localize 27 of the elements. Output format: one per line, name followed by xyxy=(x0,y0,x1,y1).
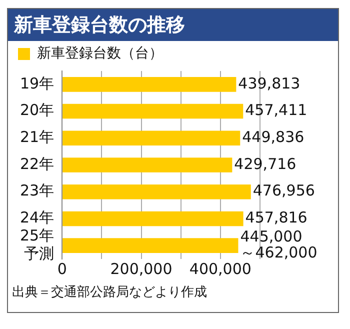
y-tick-label: 24年 xyxy=(20,208,54,227)
y-tick-label: 21年 xyxy=(20,128,54,146)
bar xyxy=(62,238,238,253)
bar xyxy=(62,158,232,172)
x-tick-label: 0 xyxy=(57,260,67,278)
bar xyxy=(62,211,244,226)
y-tick-label: 19年 xyxy=(20,74,54,92)
bar xyxy=(62,184,251,200)
bar xyxy=(62,130,240,146)
source-note: 出典＝交通部公路局などより作成 xyxy=(11,284,208,302)
data-label: 445,000 ～462,000 xyxy=(240,227,318,262)
y-tick-label: 20年 xyxy=(20,101,54,120)
x-tick-label: 200,000 xyxy=(110,260,172,278)
bar xyxy=(62,77,236,92)
y-tick-label: 25年予測 xyxy=(20,226,54,262)
y-tick-label: 22年 xyxy=(20,154,54,173)
data-label: 439,813 xyxy=(238,74,300,92)
data-label: 457,411 xyxy=(245,101,308,120)
y-tick-label: 23年 xyxy=(20,182,54,200)
chart-title: 新車登録台数の推移 xyxy=(8,9,338,41)
legend-label: 新車登録台数（台） xyxy=(37,46,163,62)
data-label: 449,836 xyxy=(242,128,304,146)
data-label: 457,816 xyxy=(245,208,308,227)
data-label: 429,716 xyxy=(234,154,296,173)
bar xyxy=(62,104,244,119)
data-label: 476,956 xyxy=(252,182,315,200)
x-tick-label: 400,000 xyxy=(189,260,252,278)
